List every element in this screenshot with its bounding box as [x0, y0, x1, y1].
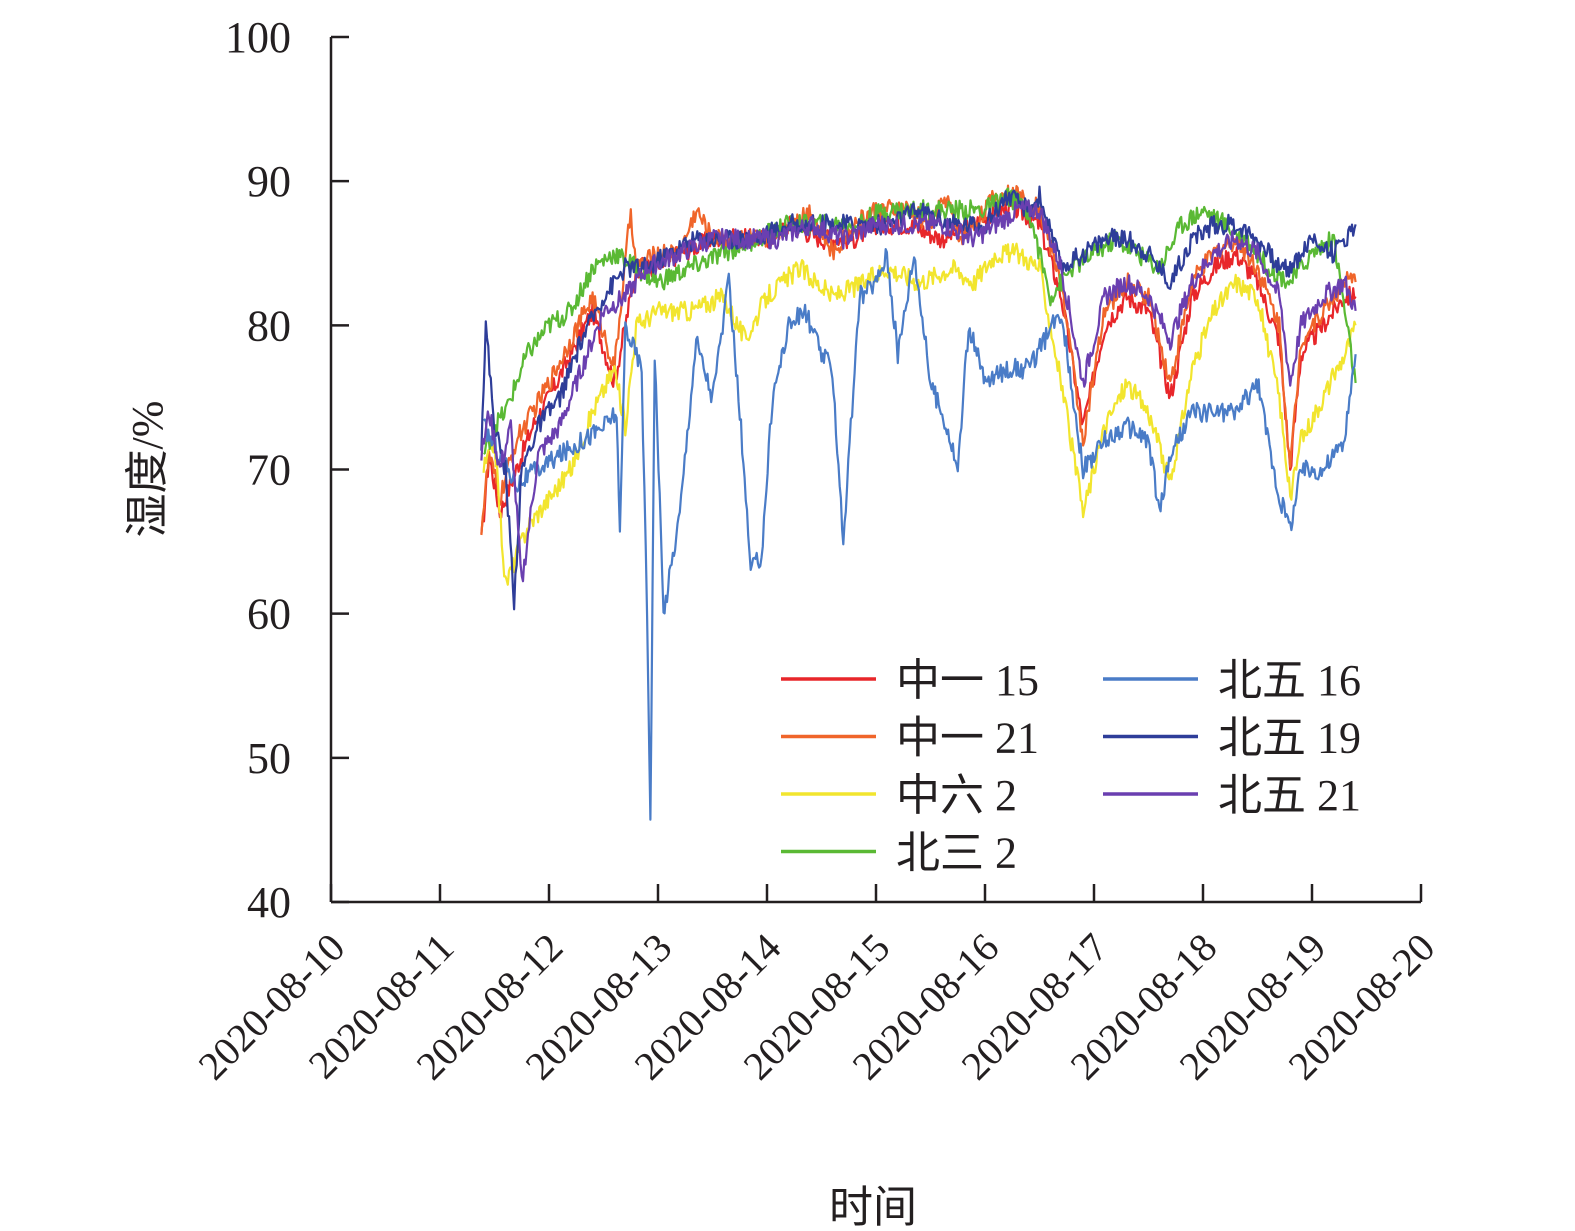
series-line — [482, 242, 1357, 586]
legend-label: 北五 21 — [1218, 771, 1361, 820]
x-ticks: 2020-08-102020-08-112020-08-122020-08-13… — [190, 884, 1443, 1088]
y-tick-label: 50 — [247, 734, 291, 783]
series-line — [480, 199, 1357, 583]
legend: 中一 15 中一 21 中六 2 北三 2 北五 16 北五 19 北五 21 — [781, 656, 1361, 878]
legend-label: 中一 21 — [896, 714, 1039, 763]
legend-label: 北三 2 — [896, 829, 1017, 878]
y-axis-title: 湿度/% — [123, 401, 172, 538]
legend-label: 中六 2 — [896, 771, 1017, 820]
series-line — [480, 185, 1357, 611]
y-tick-label: 80 — [247, 301, 291, 350]
y-tick-label: 40 — [247, 878, 291, 927]
legend-label: 北五 19 — [1218, 714, 1361, 763]
series-layer — [480, 184, 1357, 821]
y-tick-label: 100 — [225, 13, 291, 62]
series-line — [480, 184, 1357, 536]
y-ticks: 40 50 60 70 80 90 100 — [225, 13, 349, 927]
legend-label: 中一 15 — [896, 656, 1039, 705]
y-tick-label: 70 — [247, 446, 291, 495]
y-tick-label: 90 — [247, 157, 291, 206]
x-axis-title: 时间 — [829, 1183, 917, 1231]
y-tick-label: 60 — [247, 590, 291, 639]
legend-label: 北五 16 — [1218, 656, 1361, 705]
series-line — [482, 248, 1357, 821]
